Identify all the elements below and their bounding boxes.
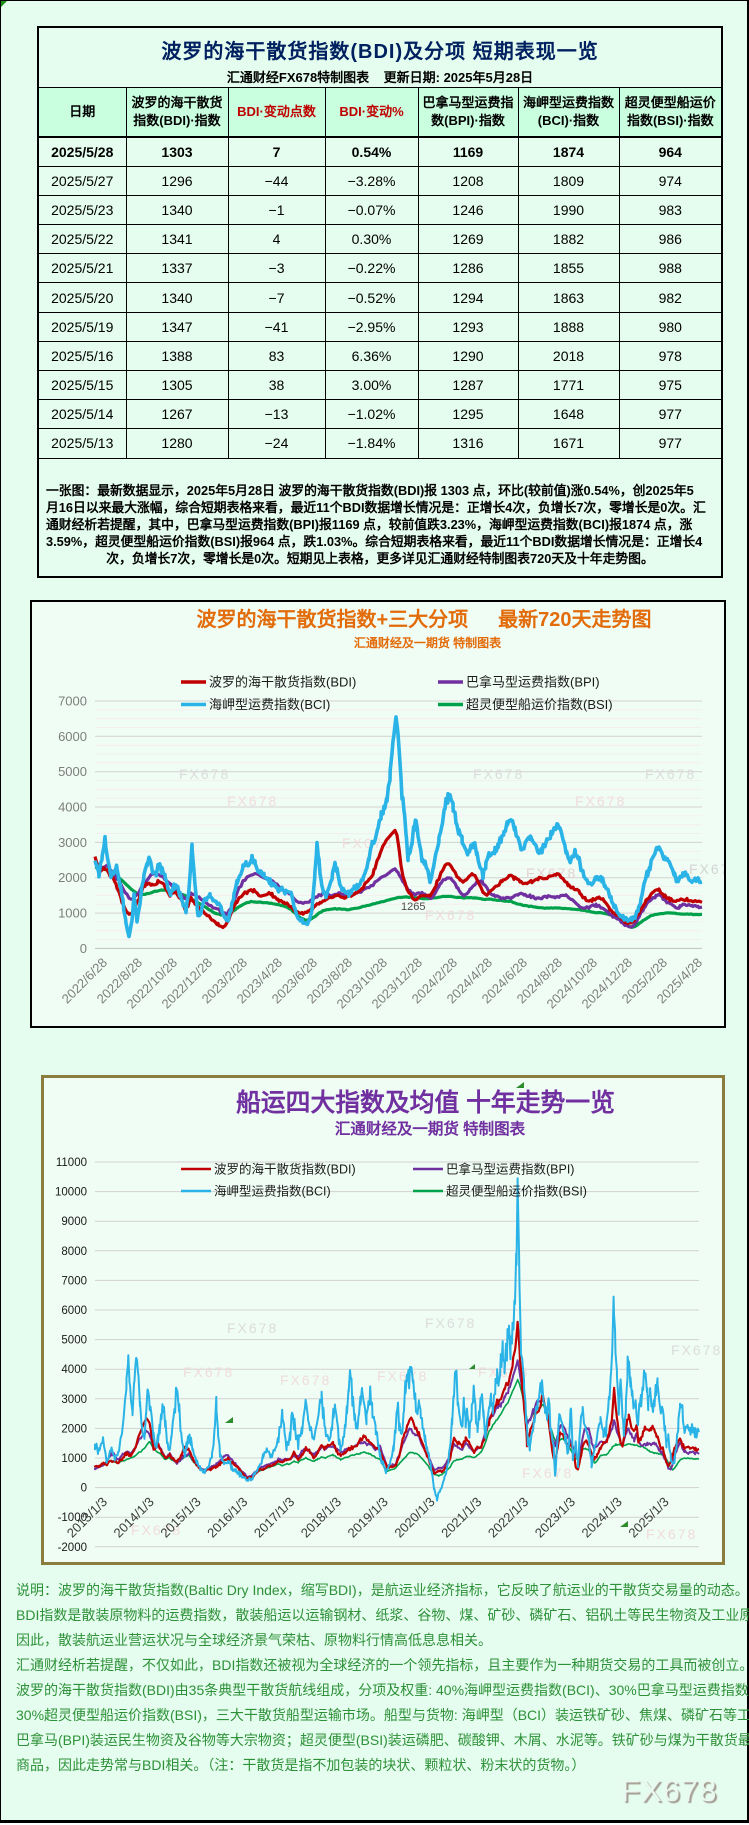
svg-text:2000: 2000 <box>61 1423 87 1435</box>
svg-text:波罗的海干散货指数(BDI): 波罗的海干散货指数(BDI) <box>214 1162 356 1177</box>
svg-text:FX678: FX678 <box>227 793 278 809</box>
svg-text:10000: 10000 <box>55 1187 87 1199</box>
svg-text:1265: 1265 <box>401 901 425 913</box>
svg-text:0: 0 <box>80 941 87 956</box>
svg-text:1000: 1000 <box>61 1453 87 1465</box>
svg-text:0: 0 <box>81 1483 87 1495</box>
svg-text:FX678: FX678 <box>425 1315 476 1331</box>
svg-text:波罗的海干散货指数(BDI): 波罗的海干散货指数(BDI) <box>209 675 356 690</box>
svg-text:2000: 2000 <box>58 870 87 885</box>
svg-text:-2000: -2000 <box>58 1542 87 1554</box>
svg-text:4000: 4000 <box>61 1364 87 1376</box>
svg-text:超灵便型船运价指数(BSI): 超灵便型船运价指数(BSI) <box>446 1184 587 1199</box>
svg-text:FX678: FX678 <box>342 835 393 851</box>
svg-text:9000: 9000 <box>61 1216 87 1228</box>
svg-text:FX678: FX678 <box>280 1372 331 1388</box>
svg-text:巴拿马型运费指数(BPI): 巴拿马型运费指数(BPI) <box>466 675 600 690</box>
svg-text:FX678: FX678 <box>131 1522 182 1538</box>
svg-text:8000: 8000 <box>61 1246 87 1258</box>
svg-text:FX678: FX678 <box>671 1342 722 1358</box>
svg-text:6000: 6000 <box>61 1305 87 1317</box>
svg-text:11000: 11000 <box>56 1157 87 1169</box>
svg-text:FX678: FX678 <box>227 1320 278 1336</box>
svg-text:7000: 7000 <box>58 694 87 709</box>
svg-text:3000: 3000 <box>61 1394 87 1406</box>
svg-text:FX678: FX678 <box>689 861 724 877</box>
svg-text:3000: 3000 <box>58 835 87 850</box>
svg-text:FX678: FX678 <box>183 1364 234 1380</box>
svg-text:海岬型运费指数(BCI): 海岬型运费指数(BCI) <box>214 1184 331 1199</box>
svg-text:FX678: FX678 <box>522 1465 573 1481</box>
svg-text:FX678: FX678 <box>526 865 577 881</box>
svg-text:FX678: FX678 <box>377 1368 428 1384</box>
svg-text:FX678: FX678 <box>575 793 626 809</box>
svg-text:超灵便型船运价指数(BSI): 超灵便型船运价指数(BSI) <box>466 697 613 712</box>
svg-text:4000: 4000 <box>58 800 87 815</box>
svg-text:海岬型运费指数(BCI): 海岬型运费指数(BCI) <box>209 697 330 712</box>
svg-text:7000: 7000 <box>61 1275 87 1287</box>
svg-text:FX678: FX678 <box>646 1526 697 1542</box>
svg-text:FX678: FX678 <box>179 766 230 782</box>
svg-text:-1000: -1000 <box>58 1512 87 1524</box>
svg-text:5000: 5000 <box>58 764 87 779</box>
svg-text:巴拿马型运费指数(BPI): 巴拿马型运费指数(BPI) <box>446 1162 574 1177</box>
svg-text:5000: 5000 <box>61 1335 87 1347</box>
svg-text:FX678: FX678 <box>473 766 524 782</box>
svg-text:FX678: FX678 <box>645 766 696 782</box>
svg-text:6000: 6000 <box>58 729 87 744</box>
svg-text:1000: 1000 <box>58 906 87 921</box>
svg-text:FX678: FX678 <box>425 907 476 923</box>
